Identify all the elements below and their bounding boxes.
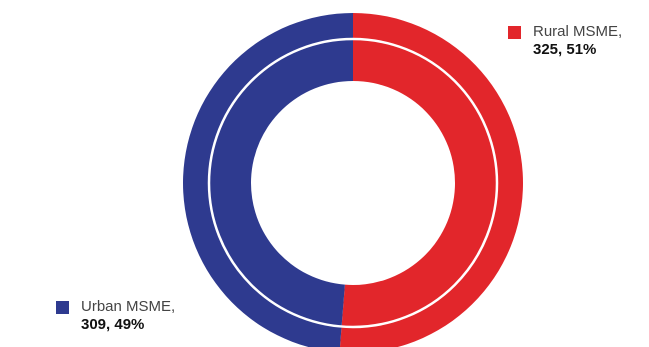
legend-value-rural: 325, 51% [533, 41, 597, 58]
slices-group [183, 13, 523, 347]
legend-value-urban: 309, 49% [81, 316, 145, 333]
legend-label-rural: Rural MSME, [533, 23, 623, 40]
donut-slice-rural [339, 13, 523, 347]
legend-swatch-urban [56, 301, 69, 314]
inner-ring-divider [207, 37, 499, 329]
legend-swatch-rural [508, 26, 521, 39]
legend-label-urban: Urban MSME, [81, 298, 176, 315]
donut-slice-urban [183, 13, 353, 347]
